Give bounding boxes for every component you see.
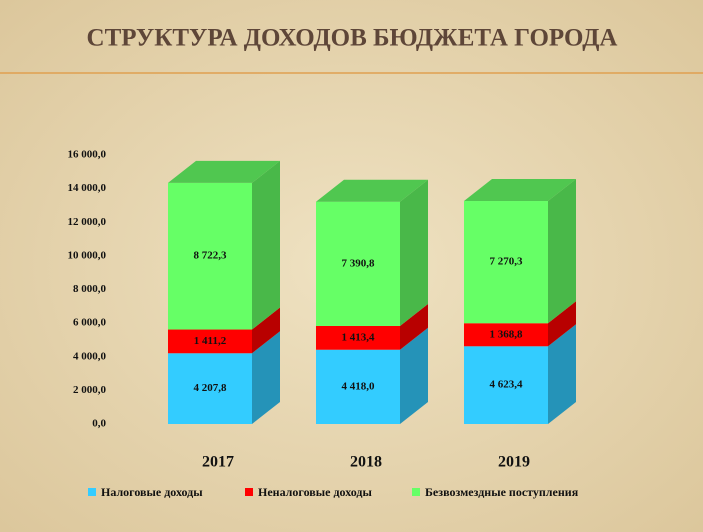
bar-top: [316, 179, 428, 202]
legend-label: Безвозмездные поступления: [425, 485, 579, 499]
y-tick-label: 10 000,0: [68, 249, 107, 261]
bar-segment: [168, 329, 252, 354]
bar-segment: [316, 349, 400, 424]
legend-swatch: [88, 488, 96, 496]
data-label: 8 722,3: [194, 250, 228, 262]
data-label: 7 390,8: [342, 257, 376, 269]
y-tick-label: 8 000,0: [73, 283, 107, 295]
y-tick-label: 0,0: [92, 418, 106, 430]
bar-segment: [464, 346, 548, 424]
x-tick-label: 2019: [498, 454, 530, 471]
data-label: 1 413,4: [342, 331, 376, 343]
bar-side: [548, 324, 576, 424]
data-label: 4 418,0: [342, 380, 376, 392]
y-tick-label: 2 000,0: [73, 384, 107, 396]
chart-title: СТРУКТУРА ДОХОДОВ БЮДЖЕТА ГОРОДА: [87, 25, 618, 52]
data-label: 7 270,3: [490, 256, 524, 268]
bar-segment: [464, 323, 548, 347]
legend-label: Неналоговые доходы: [258, 485, 372, 499]
bar-top: [168, 160, 280, 183]
bar-side: [400, 327, 428, 424]
bar-segment: [316, 325, 400, 350]
y-tick-label: 14 000,0: [68, 182, 107, 194]
bar-top: [464, 179, 576, 202]
bar-side: [252, 307, 280, 354]
bar-side: [252, 160, 280, 330]
data-label: 1 368,8: [490, 328, 524, 340]
bar-segment: [464, 201, 548, 324]
data-label: 4 207,8: [194, 382, 228, 394]
bar-side: [548, 301, 576, 347]
data-label: 1 411,2: [194, 335, 227, 347]
bar-segment: [168, 182, 252, 330]
bar-side: [400, 303, 428, 350]
legend-swatch: [412, 488, 420, 496]
y-tick-label: 12 000,0: [68, 216, 107, 228]
data-label: 4 623,4: [490, 379, 524, 391]
bar-segment: [316, 201, 400, 326]
bar-side: [400, 179, 428, 326]
bar-side: [548, 179, 576, 324]
legend-swatch: [245, 488, 253, 496]
bar-side: [252, 331, 280, 424]
bar-segment: [168, 353, 252, 424]
y-tick-label: 4 000,0: [73, 350, 107, 362]
y-tick-label: 6 000,0: [73, 317, 107, 329]
x-tick-label: 2017: [202, 454, 234, 471]
legend-label: Налоговые доходы: [101, 485, 203, 499]
x-tick-label: 2018: [350, 454, 382, 471]
y-tick-label: 16 000,0: [68, 149, 107, 161]
